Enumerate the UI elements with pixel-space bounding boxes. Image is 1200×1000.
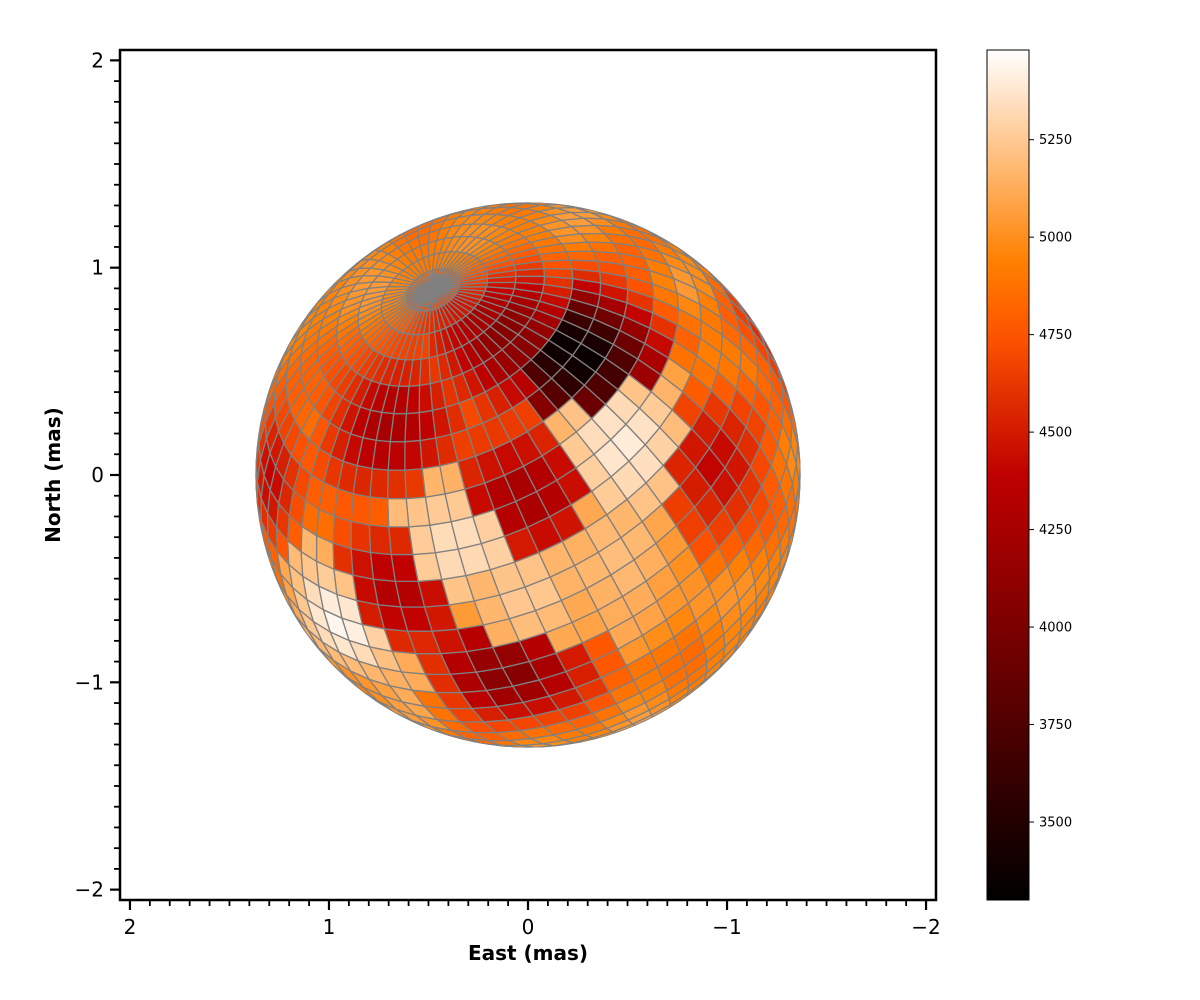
x-tick-label: −1 (712, 915, 741, 939)
surface-cell (386, 469, 407, 500)
y-tick-label: 0 (91, 463, 104, 487)
y-tick-label: −2 (75, 878, 104, 902)
y-tick-label: 2 (91, 48, 104, 72)
colorbar-ticks: 3500 3750 4000 4250 4500 4750 5000 5250 (1029, 133, 1072, 831)
colorbar-tick-label: 5250 (1039, 133, 1072, 148)
surface-cells (255, 202, 801, 748)
colorbar-tick-label: 4000 (1039, 621, 1072, 636)
surface-cell (404, 468, 427, 500)
y-tick-label: 1 (91, 256, 104, 280)
surface-cell (418, 382, 434, 414)
plot-area: 2 1 0 −1 −2 2 1 0 −1 −2 East (mas) North (mas) (41, 48, 941, 965)
colorbar-tick-label: 5000 (1039, 231, 1072, 246)
surface-cell (560, 241, 594, 253)
surface-cell (406, 288, 433, 306)
surface-cell (386, 497, 410, 528)
colorbar-tick-label: 3500 (1039, 816, 1072, 831)
y-tick-label: −1 (75, 670, 104, 694)
surface-cell (387, 440, 406, 471)
surface-cell (514, 268, 546, 278)
surface-cell (369, 467, 389, 500)
x-axis-label: East (mas) (468, 941, 588, 965)
surface-cell (404, 439, 423, 471)
y-axis: 2 1 0 −1 −2 (75, 48, 120, 902)
surface-cell (405, 496, 431, 528)
x-tick-label: 1 (323, 915, 336, 939)
surface-cell (350, 492, 371, 526)
x-tick-label: 0 (522, 915, 535, 939)
surface-cell (541, 259, 573, 270)
surface-cell (404, 411, 421, 443)
surface-cell (369, 551, 396, 582)
colorbar-tick-label: 3750 (1039, 718, 1072, 733)
x-axis: 2 1 0 −1 −2 (124, 900, 941, 939)
colorbar-bar (986, 49, 1030, 901)
surface-cell (350, 520, 372, 554)
surface-cell (418, 409, 437, 442)
colorbar-tick-label: 4500 (1039, 426, 1072, 441)
surface-cell (368, 496, 390, 528)
surface-cell (388, 526, 414, 556)
surface-cell (419, 437, 441, 470)
y-axis-label: North (mas) (41, 407, 65, 543)
colorbar: 3500 3750 4000 4250 4500 4750 5000 5250 (986, 49, 1072, 901)
surface-cell (350, 548, 375, 580)
stellar-surface (255, 202, 801, 748)
surface-cell (368, 524, 392, 556)
colorbar-tick-label: 4250 (1039, 523, 1072, 538)
x-tick-label: −2 (911, 915, 940, 939)
x-tick-label: 2 (124, 915, 137, 939)
colorbar-tick-label: 4750 (1039, 328, 1072, 343)
